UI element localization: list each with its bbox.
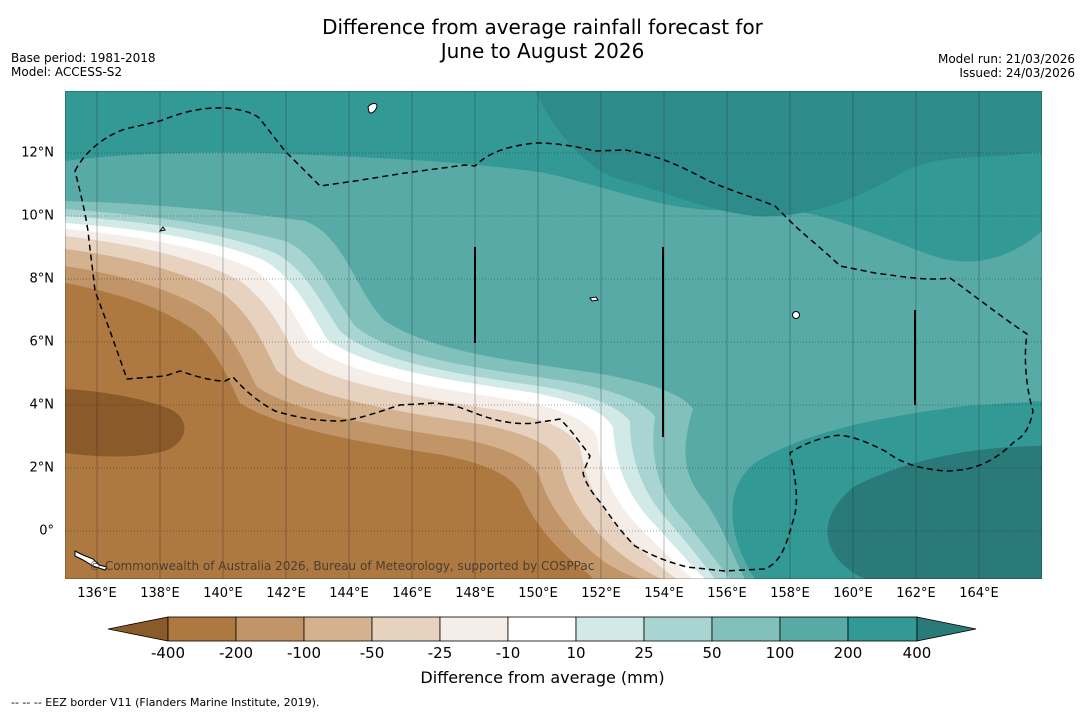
colorbar-swatch-25-50 [643,616,713,642]
title-line-1: Difference from average rainfall forecas… [322,15,763,39]
x-label: 142°E [266,586,306,601]
colorbar-label: -10 [495,644,521,662]
x-label: 162°E [896,586,936,601]
y-label: 8°N [29,271,55,287]
islands [74,103,800,571]
colorbar-label: 25 [634,644,654,662]
colorbar-swatch-n50-n25 [371,616,441,642]
colorbar-label: -100 [286,644,322,662]
x-axis-labels: 136°E 138°E 140°E 142°E 144°E 146°E 148°… [0,586,1085,604]
colorbar-label: 200 [833,644,863,662]
colorbar-label: 400 [902,644,932,662]
meta-right: Model run: 21/03/2026 Issued: 24/03/2026 [938,52,1075,80]
x-label: 154°E [644,586,684,601]
x-label: 148°E [455,586,495,601]
y-label: 4°N [29,397,55,413]
colorbar-swatch-n100-n50 [303,616,373,642]
colorbar-svg [107,616,977,642]
x-label: 152°E [581,586,621,601]
colorbar-swatch-100-200 [779,616,849,642]
y-label: 10°N [21,208,54,224]
colorbar-label: -50 [359,644,385,662]
eez-footnote: -- -- -- EEZ border V11 (Flanders Marine… [11,696,320,709]
y-label: 6°N [29,334,55,350]
colorbar-label: -200 [218,644,254,662]
colorbar-label: 50 [702,644,722,662]
colorbar-swatch-n10-10 [507,616,577,642]
x-label: 156°E [707,586,747,601]
colorbar-swatch-50-100 [711,616,781,642]
colorbar-label: -25 [427,644,453,662]
coastlines [474,247,916,437]
y-label: 2°N [29,460,55,476]
x-label: 158°E [770,586,810,601]
x-label: 144°E [329,586,369,601]
map-svg [65,91,1042,579]
colorbar-swatch-200-400 [847,616,918,642]
band-n200-n400 [65,283,593,579]
model-name: Model: ACCESS-S2 [11,65,123,79]
colorbar-swatch-10-25 [575,616,645,642]
rainfall-map [65,91,1042,579]
copyright-text: © Commonwealth of Australia 2026, Bureau… [89,559,595,573]
colorbar-label: -400 [150,644,186,662]
chart-title: Difference from average rainfall forecas… [0,15,1085,63]
base-period: Base period: 1981-2018 [11,51,156,65]
colorbar-arrow-left [107,616,169,642]
meta-left: Base period: 1981-2018 Model: ACCESS-S2 [11,51,156,79]
x-label: 136°E [77,586,117,601]
colorbar-label: 10 [566,644,586,662]
title-line-2: June to August 2026 [440,39,645,63]
colorbar-arrow-right [916,616,977,642]
map-frame [65,91,1042,579]
colorbar-labels: -400 -200 -100 -50 -25 -10 10 25 50 100 … [0,644,1085,664]
x-label: 160°E [833,586,873,601]
x-label: 150°E [518,586,558,601]
grid-lines [96,91,980,579]
x-label: 138°E [140,586,180,601]
y-label: 12°N [21,145,54,161]
colorbar-swatch-n400-n200 [167,616,237,642]
y-label: 0° [39,523,54,539]
colorbar-title: Difference from average (mm) [420,668,665,687]
colorbar [107,616,978,646]
colorbar-label: 100 [765,644,795,662]
band-lt-n400 [65,389,185,457]
x-label: 140°E [203,586,243,601]
colorbar-swatch-n200-n100 [235,616,305,642]
colorbar-swatch-n25-n10 [439,616,509,642]
band-gt400-north [535,91,1042,217]
issued-date: Issued: 24/03/2026 [959,66,1075,80]
band-gt400-south [827,446,1042,579]
eez-border [74,107,1034,572]
model-run: Model run: 21/03/2026 [937,52,1075,66]
x-label: 164°E [959,586,999,601]
x-label: 146°E [392,586,432,601]
grid-lines-horizontal [65,152,1042,532]
